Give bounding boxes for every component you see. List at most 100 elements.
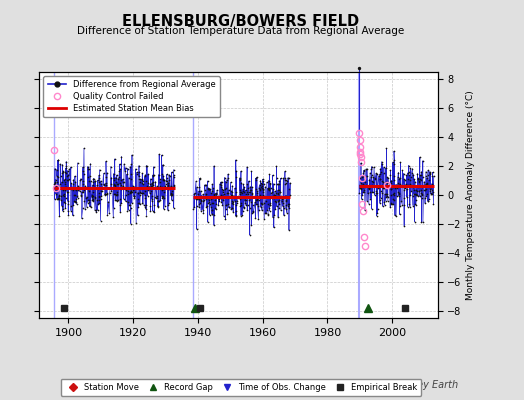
Point: [62, 184, 70, 191]
Point: [95, 196, 103, 203]
Point: [155, 151, 163, 158]
Point: [232, 189, 240, 196]
Point: [69, 212, 77, 219]
Point: [281, 176, 289, 183]
Point: [369, 174, 377, 180]
Point: [415, 178, 423, 185]
Point: [210, 163, 218, 169]
Point: [79, 205, 87, 212]
Point: [89, 188, 97, 195]
Point: [222, 190, 231, 196]
Point: [146, 203, 155, 209]
Point: [190, 190, 199, 197]
Point: [70, 199, 79, 206]
Point: [192, 196, 201, 202]
Point: [404, 182, 412, 188]
Point: [254, 216, 263, 222]
Point: [405, 162, 413, 169]
Point: [387, 200, 395, 206]
Point: [242, 190, 250, 197]
Point: [413, 187, 421, 194]
Point: [248, 210, 256, 216]
Point: [266, 189, 275, 196]
Point: [54, 193, 63, 200]
Point: [214, 194, 223, 201]
Point: [427, 184, 435, 191]
Point: [59, 169, 68, 176]
Point: [125, 184, 133, 191]
Point: [422, 173, 430, 179]
Point: [202, 204, 211, 210]
Point: [396, 181, 405, 187]
Point: [244, 194, 253, 200]
Point: [246, 232, 254, 238]
Point: [57, 193, 65, 199]
Point: [64, 212, 73, 218]
Point: [67, 164, 75, 170]
Point: [129, 192, 138, 199]
Point: [255, 182, 264, 188]
Point: [206, 196, 215, 202]
Point: [238, 194, 246, 200]
Point: [375, 184, 384, 190]
Point: [376, 171, 384, 177]
Point: [135, 192, 144, 198]
Point: [406, 177, 414, 183]
Point: [163, 186, 172, 193]
Point: [409, 193, 417, 200]
Point: [378, 190, 387, 197]
Point: [264, 185, 272, 192]
Point: [215, 194, 223, 200]
Point: [217, 195, 225, 201]
Point: [216, 192, 225, 198]
Point: [127, 176, 135, 183]
Point: [141, 192, 149, 198]
Point: [282, 198, 291, 204]
Point: [430, 173, 438, 179]
Point: [153, 195, 161, 202]
Point: [265, 179, 274, 186]
Point: [146, 181, 155, 188]
Point: [400, 202, 408, 208]
Point: [271, 188, 279, 194]
Point: [240, 184, 248, 190]
Point: [207, 190, 215, 196]
Point: [398, 202, 407, 208]
Point: [144, 180, 152, 186]
Point: [156, 176, 165, 182]
Point: [134, 190, 142, 196]
Point: [212, 190, 220, 197]
Point: [93, 207, 102, 213]
Point: [165, 199, 173, 206]
Point: [72, 199, 81, 205]
Point: [77, 192, 85, 198]
Point: [389, 191, 397, 197]
Point: [125, 202, 134, 208]
Point: [376, 183, 384, 189]
Point: [113, 191, 122, 198]
Point: [159, 173, 168, 179]
Point: [161, 203, 169, 209]
Point: [61, 205, 70, 212]
Point: [239, 181, 247, 187]
Point: [394, 180, 402, 186]
Point: [52, 195, 61, 202]
Point: [275, 181, 283, 187]
Point: [366, 188, 375, 195]
Point: [429, 189, 438, 195]
Point: [386, 183, 394, 190]
Point: [158, 170, 166, 177]
Point: [92, 206, 101, 213]
Point: [415, 188, 423, 194]
Point: [285, 201, 293, 207]
Point: [276, 189, 285, 195]
Point: [357, 185, 366, 192]
Point: [132, 220, 140, 226]
Point: [102, 174, 111, 180]
Point: [417, 187, 425, 194]
Point: [378, 203, 387, 210]
Point: [395, 191, 403, 197]
Point: [50, 196, 59, 202]
Point: [376, 176, 384, 182]
Point: [380, 199, 388, 205]
